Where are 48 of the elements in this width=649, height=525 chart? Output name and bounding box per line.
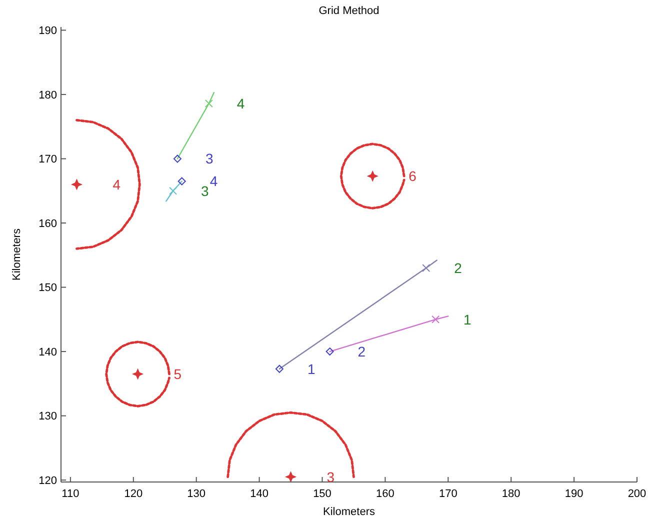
x-axis-title: Kilometers (323, 506, 376, 518)
chart-title: Grid Method (318, 5, 380, 17)
annotation: 3 (201, 182, 210, 199)
y-tick-label: 130 (38, 410, 57, 423)
line-series (76, 118, 141, 250)
annotation: 3 (205, 150, 214, 167)
point (368, 171, 378, 182)
annotation: 4 (210, 173, 218, 190)
x-tick-label: 110 (62, 488, 80, 500)
point (132, 369, 143, 380)
point (178, 177, 186, 186)
annotation: 2 (454, 260, 462, 276)
annotation: 3 (326, 468, 335, 485)
x-tick-label: 160 (376, 488, 394, 500)
annotation: 1 (464, 311, 472, 328)
y-tick-label: 140 (38, 346, 57, 358)
x-tick-label: 190 (564, 488, 584, 500)
x-tick-label: 120 (124, 488, 143, 500)
point (326, 348, 334, 356)
y-tick-label: 120 (38, 474, 57, 487)
line-series (105, 340, 170, 408)
x-tick-label: 200 (628, 488, 646, 500)
y-tick-label: 170 (38, 154, 57, 166)
annotation: 1 (307, 360, 316, 377)
annotation: 5 (174, 366, 182, 382)
x-tick-label: 180 (502, 488, 520, 500)
point (286, 472, 296, 482)
y-tick-label: 190 (38, 25, 57, 38)
point (72, 179, 82, 190)
x-tick-label: 170 (438, 488, 458, 500)
y-tick-label: 160 (38, 218, 57, 230)
point (275, 364, 284, 373)
point (169, 186, 178, 195)
point (204, 99, 213, 108)
y-tick-label: 180 (38, 89, 57, 102)
point (432, 315, 440, 324)
x-tick-label: 140 (250, 488, 268, 500)
y-tick-label: 150 (38, 282, 57, 294)
point (422, 264, 430, 272)
line-series (340, 142, 406, 210)
y-axis-title: Kilometers (11, 228, 23, 280)
annotation: 4 (236, 95, 245, 112)
annotation: 6 (408, 168, 417, 184)
annotation: 4 (112, 176, 121, 192)
x-tick-label: 150 (313, 488, 332, 500)
x-tick-label: 130 (187, 488, 206, 500)
point (173, 154, 182, 163)
annotation: 2 (358, 343, 366, 360)
